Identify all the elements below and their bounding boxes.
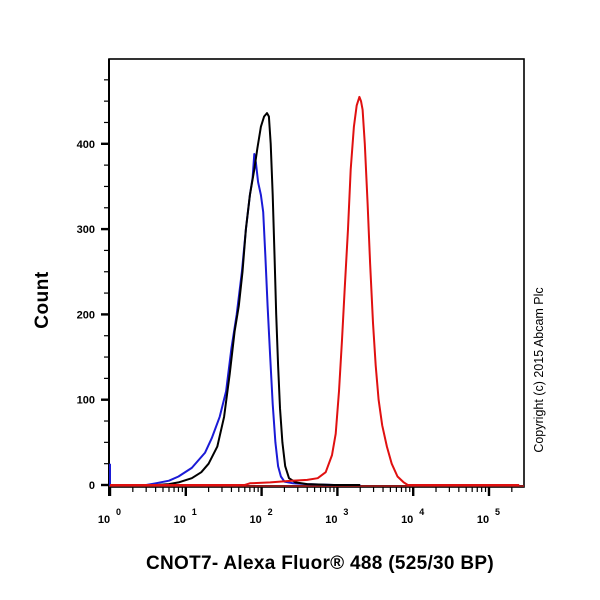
svg-text:400: 400 (77, 139, 95, 151)
svg-text:4: 4 (419, 507, 424, 517)
copyright-text: Copyright (c) 2015 Abcam Plc (532, 287, 546, 453)
y-axis-label: Count (18, 250, 68, 350)
y-axis-label-text: Count (32, 271, 53, 329)
svg-text:0: 0 (116, 507, 121, 517)
svg-text:100: 100 (77, 395, 95, 407)
svg-text:3: 3 (343, 507, 348, 517)
svg-text:200: 200 (77, 309, 95, 321)
series-cnot7-staining (110, 95, 520, 486)
svg-text:1: 1 (192, 507, 197, 517)
svg-text:10: 10 (325, 514, 337, 526)
series-layer (109, 95, 520, 486)
svg-text:10: 10 (174, 514, 186, 526)
svg-text:10: 10 (401, 514, 413, 526)
series-isotype-control (109, 153, 361, 486)
plot-frame (108, 58, 525, 496)
x-axis: 10 0 10 1 10 2 10 3 10 4 10 5 (98, 485, 524, 526)
svg-text:300: 300 (77, 224, 95, 236)
svg-text:2: 2 (268, 507, 273, 517)
x-axis-label: CNOT7- Alexa Fluor® 488 (525/30 BP) (146, 553, 494, 574)
y-axis: 0 100 200 300 400 (77, 79, 109, 492)
svg-text:10: 10 (477, 514, 489, 526)
series-unstained-control (110, 112, 361, 486)
svg-text:10: 10 (249, 514, 261, 526)
svg-text:5: 5 (495, 507, 500, 517)
copyright-notice: Copyright (c) 2015 Abcam Plc (527, 240, 551, 500)
svg-text:10: 10 (98, 514, 110, 526)
svg-text:0: 0 (89, 480, 95, 492)
